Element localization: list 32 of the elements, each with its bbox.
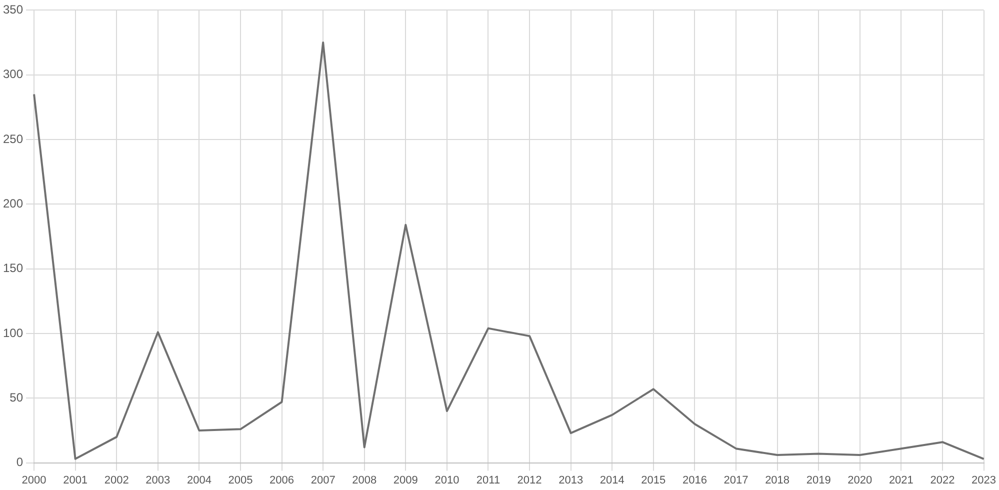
y-tick-label: 50 — [10, 390, 24, 404]
x-tick-label: 2003 — [146, 474, 170, 486]
x-tick-label: 2000 — [22, 474, 46, 486]
x-tick-label: 2023 — [972, 474, 996, 486]
x-tick-label: 2011 — [476, 474, 500, 486]
x-tick-label: 2021 — [888, 474, 914, 486]
y-tick-label: 200 — [2, 196, 24, 210]
y-tick-label: 300 — [2, 67, 24, 82]
x-tick-label: 2001 — [63, 474, 88, 486]
x-tick-label: 2010 — [434, 474, 460, 486]
y-tick-label: 250 — [2, 132, 24, 146]
x-tick-label: 2020 — [848, 474, 872, 486]
x-tick-label: 2014 — [600, 474, 624, 486]
x-tick-label: 2015 — [641, 474, 666, 486]
x-tick-label: 2017 — [724, 474, 748, 486]
x-tick-label: 2008 — [352, 474, 377, 486]
x-tick-label: 2006 — [270, 474, 294, 486]
x-tick-label: 2019 — [806, 474, 831, 486]
x-tick-label: 2009 — [393, 474, 418, 486]
x-tick-label: 2002 — [104, 474, 129, 486]
x-tick-label: 2018 — [765, 474, 790, 486]
x-tick-label: 2022 — [930, 474, 955, 486]
x-tick-label: 2012 — [517, 474, 542, 486]
x-tick-label: 2004 — [186, 474, 212, 486]
y-tick-label: 100 — [2, 326, 24, 340]
y-tick-label: 0 — [16, 455, 24, 470]
y-tick-label: 350 — [2, 2, 24, 17]
x-tick-label: 2013 — [558, 474, 584, 486]
x-tick-label: 2005 — [228, 474, 253, 486]
x-tick-label: 2016 — [682, 474, 707, 486]
x-tick-label: 2007 — [310, 474, 336, 486]
y-tick-label: 150 — [2, 261, 24, 276]
